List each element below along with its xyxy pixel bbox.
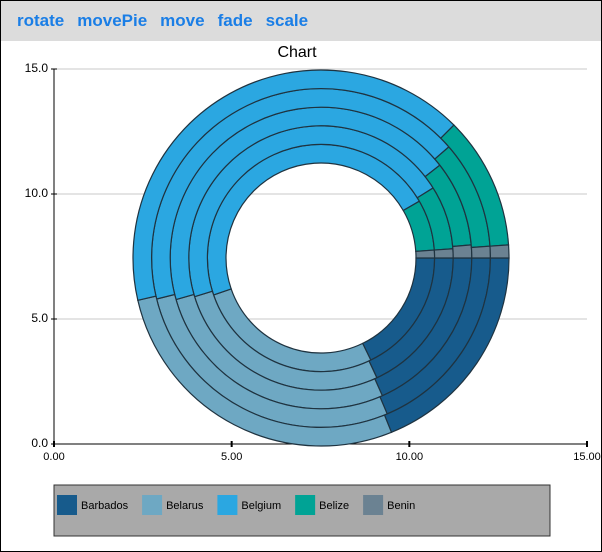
- legend-label: Belarus: [166, 500, 204, 512]
- y-tick-label: 10.0: [25, 186, 49, 200]
- pie-segment: [470, 245, 492, 259]
- chart-title: Chart: [277, 44, 317, 61]
- legend-label: Barbados: [81, 500, 129, 512]
- toolbar: rotate movePie move fade scale: [1, 1, 601, 41]
- toolbar-button[interactable]: rotate: [17, 11, 65, 30]
- toolbar-button[interactable]: movePie: [77, 11, 148, 30]
- y-tick-label: 5.0: [31, 311, 48, 325]
- legend-swatch: [142, 495, 163, 515]
- legend-swatch: [217, 495, 238, 515]
- x-tick-label: 0.00: [43, 451, 64, 463]
- legend-swatch: [295, 495, 316, 515]
- toolbar-button[interactable]: scale: [265, 11, 309, 30]
- x-tick-label: 15.00: [573, 451, 601, 463]
- y-tick-label: 15.0: [25, 61, 49, 75]
- toolbar-button[interactable]: fade: [217, 11, 253, 30]
- pie-segment: [415, 249, 436, 259]
- x-tick-label: 5.00: [221, 451, 242, 463]
- pie-segment: [433, 248, 454, 259]
- legend-label: Belgium: [241, 500, 281, 512]
- legend-label: Belize: [319, 500, 349, 512]
- legend-swatch: [363, 495, 384, 515]
- y-tick-label: 0.0: [31, 436, 48, 450]
- legend-label: Benin: [387, 500, 415, 512]
- pie-segment: [489, 244, 510, 259]
- x-tick-label: 10.00: [396, 451, 424, 463]
- pie-segment: [452, 244, 473, 259]
- legend-swatch: [57, 495, 77, 515]
- toolbar-button[interactable]: move: [160, 11, 205, 30]
